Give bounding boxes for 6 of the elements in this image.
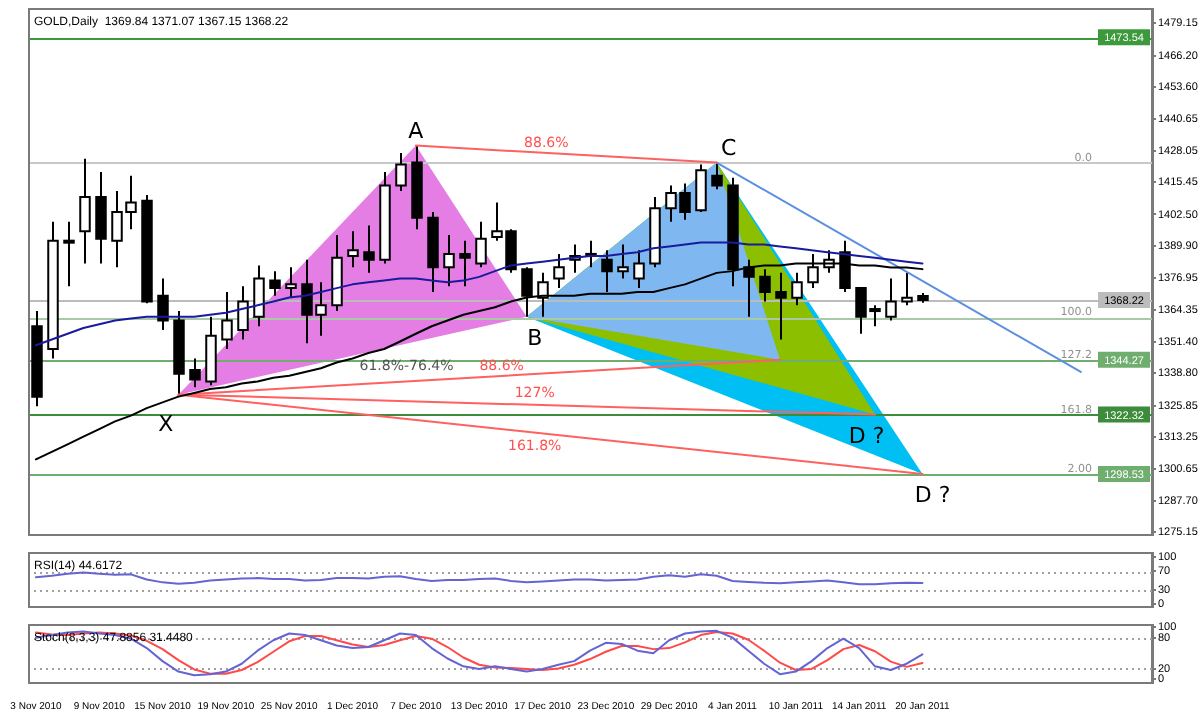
annotation: D ? bbox=[848, 422, 885, 449]
annotation: B bbox=[527, 324, 543, 351]
annotation: A bbox=[408, 117, 425, 144]
annotation: X bbox=[158, 410, 175, 437]
annotation: D ? bbox=[914, 481, 951, 508]
annotation: C bbox=[721, 134, 738, 161]
